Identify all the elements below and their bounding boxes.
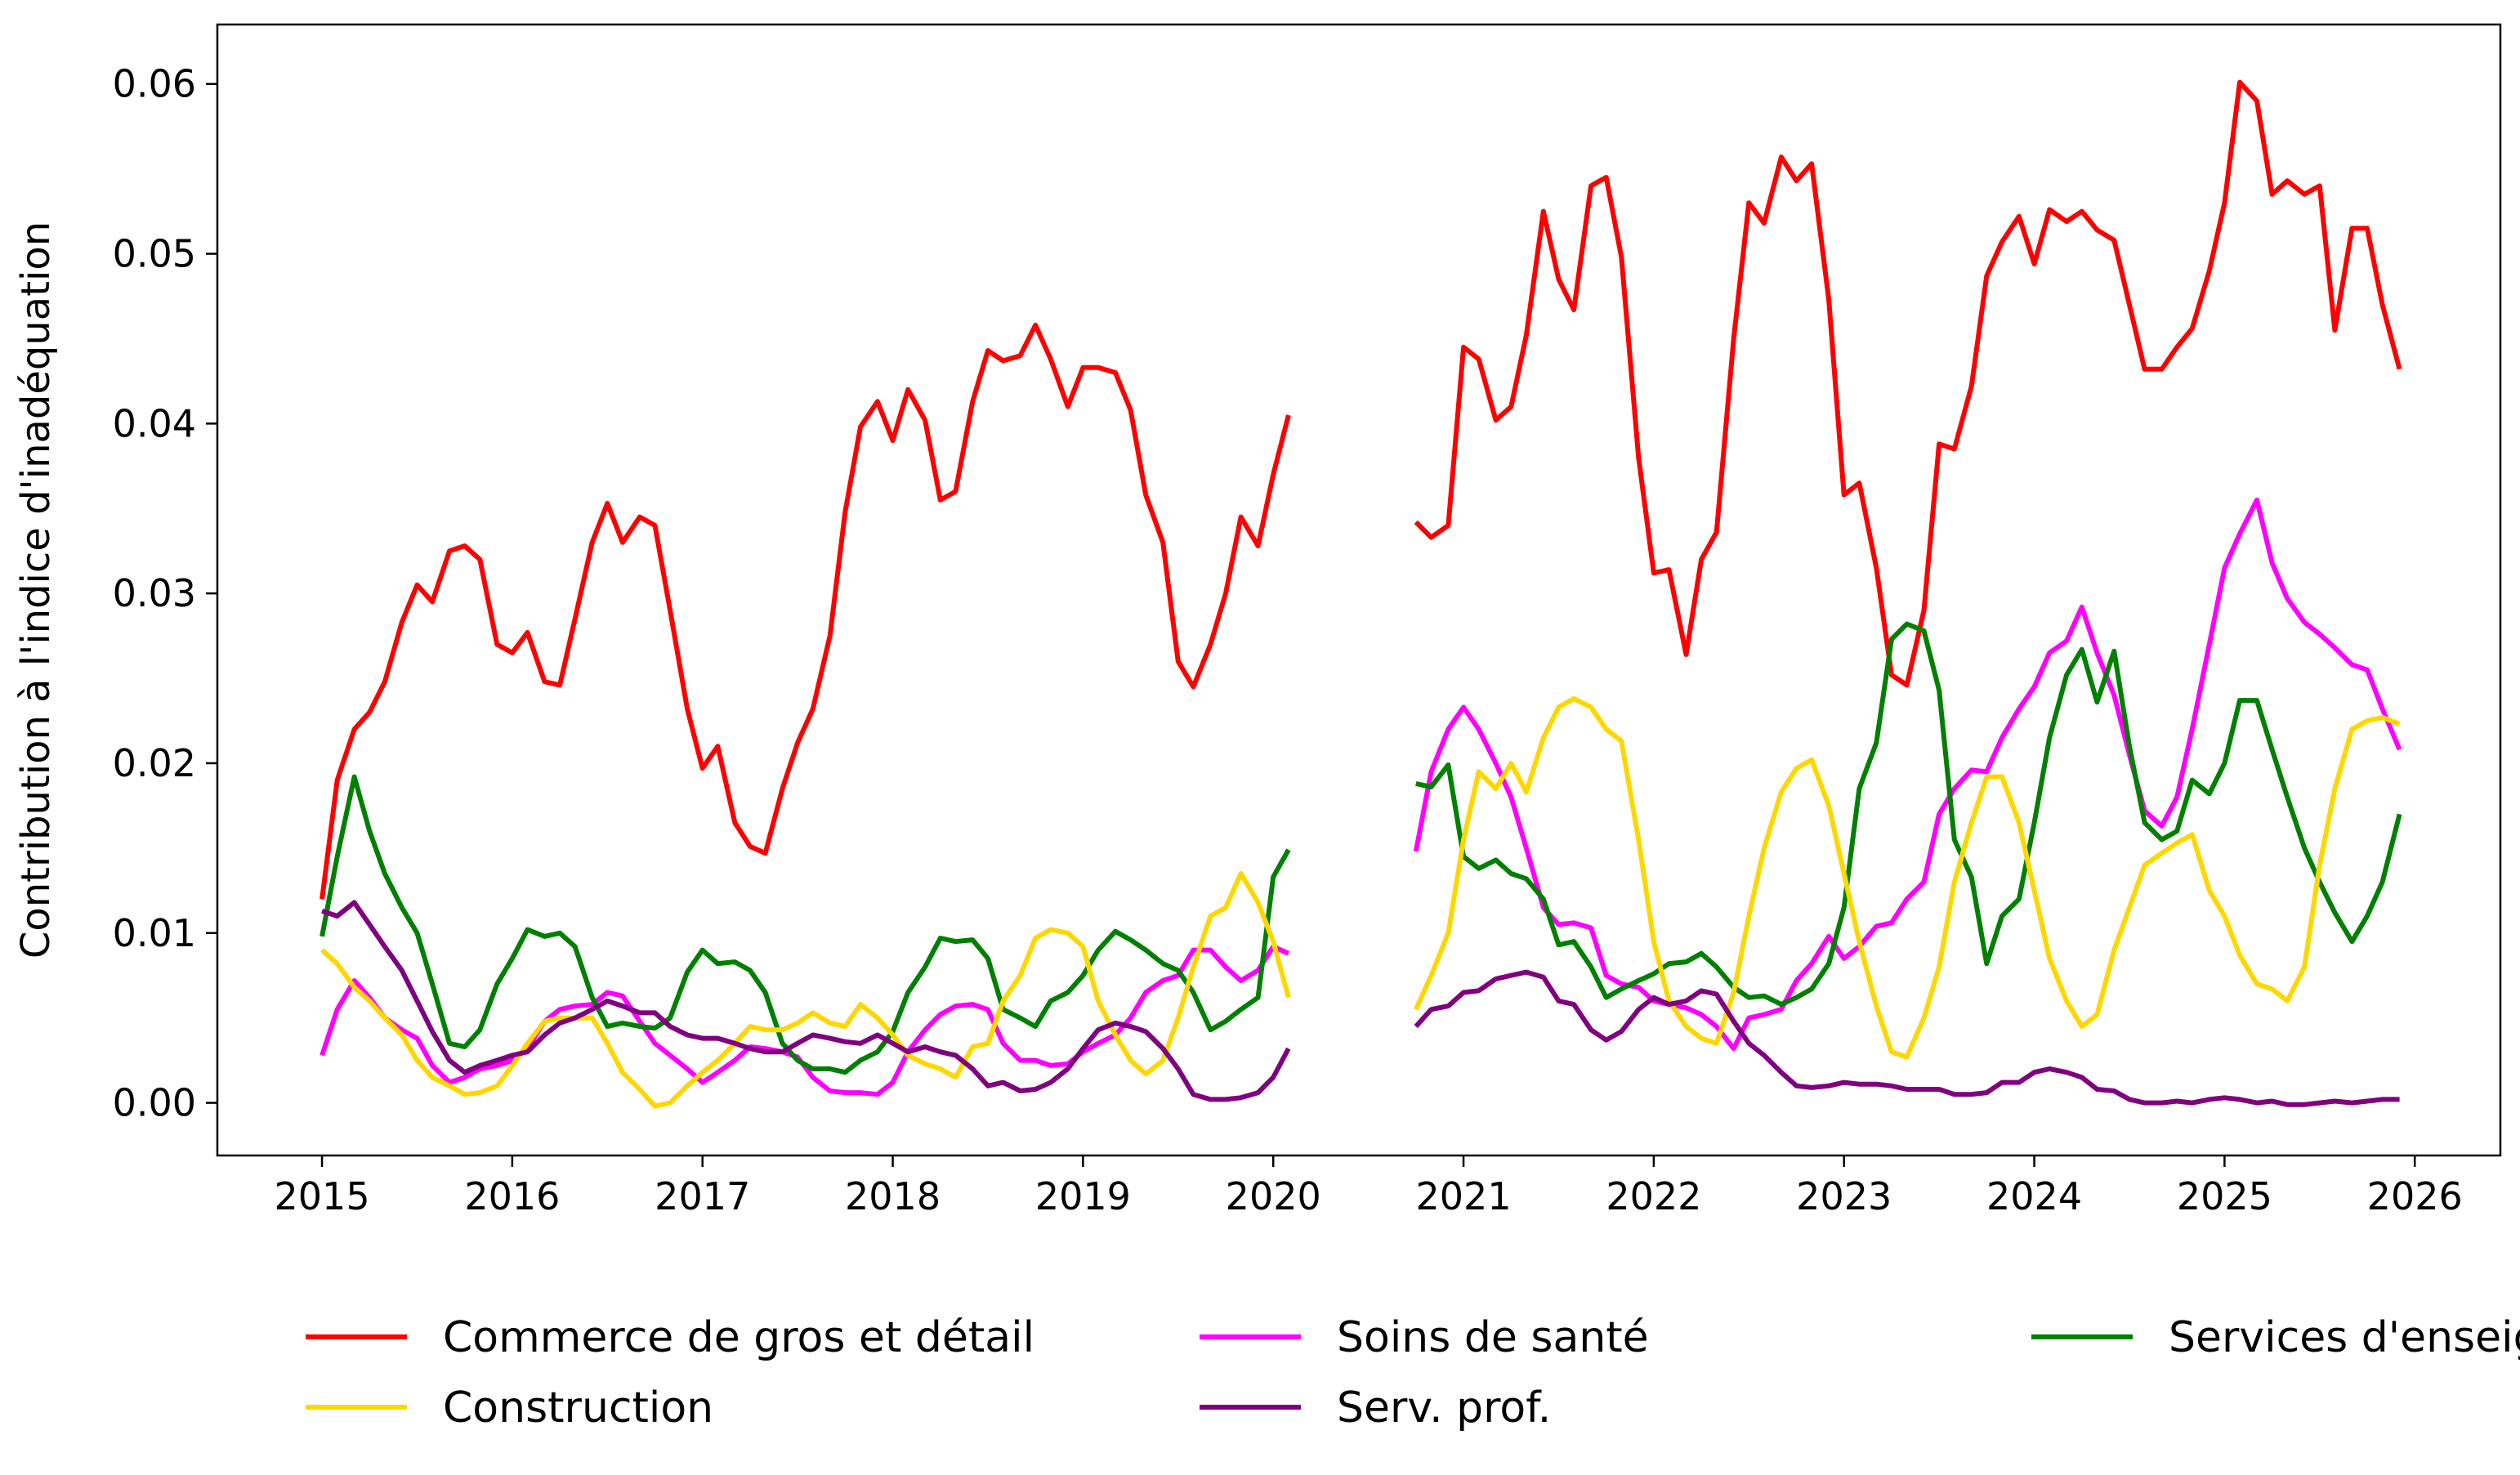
plot-frame [216, 23, 2502, 1157]
legend-label: Commerce de gros et détail [443, 1313, 1034, 1362]
y-tick-label: 0.04 [113, 401, 196, 445]
legend-label: Services d'enseignement [2169, 1313, 2520, 1362]
series-line-4-segment-0 [321, 900, 1291, 1102]
x-axis: 2015 2016 2017 2018 2019 2020 2021 2022 2023 2024… [275, 1155, 2463, 1218]
x-tick-label: 2019 [1035, 1174, 1131, 1218]
x-tick-label: 2015 [275, 1174, 370, 1218]
legend: Commerce de gros et détail Soins de santé… [306, 1313, 2520, 1433]
series-line-4-segment-1 [1414, 969, 2400, 1107]
y-tick-label: 0.05 [113, 232, 196, 276]
series-line-2-segment-0 [319, 774, 1291, 1075]
x-tick-label: 2022 [1606, 1174, 1701, 1218]
x-tick-label: 2026 [2367, 1174, 2463, 1218]
x-tick-label: 2017 [655, 1174, 750, 1218]
series-line-1-segment-1 [1413, 497, 2402, 1052]
y-tick-label: 0.02 [113, 741, 196, 785]
x-tick-label: 2016 [464, 1174, 560, 1218]
legend-item: Soins de santé [1200, 1313, 1649, 1362]
legend-label: Soins de santé [1337, 1313, 1649, 1362]
x-tick-label: 2025 [2177, 1174, 2272, 1218]
series-line-0-segment-0 [319, 322, 1291, 900]
legend-item: Serv. prof. [1200, 1383, 1551, 1433]
series-line-3-segment-1 [1414, 696, 2401, 1060]
y-axis-title: Contribution à l'indice d'inadéquation [13, 221, 59, 959]
x-tick-label: 2020 [1226, 1174, 1321, 1218]
legend-item: Construction [306, 1383, 713, 1433]
y-tick-label: 0.06 [113, 62, 196, 106]
series-line-0-segment-1 [1414, 79, 2402, 688]
x-tick-label: 2021 [1416, 1174, 1512, 1218]
y-tick-label: 0.03 [113, 571, 196, 615]
legend-item: Commerce de gros et détail [306, 1313, 1034, 1362]
x-tick-label: 2018 [845, 1174, 941, 1218]
series-line-2-segment-1 [1415, 621, 2402, 1008]
legend-item: Services d'enseignement [2031, 1313, 2520, 1362]
x-tick-label: 2024 [1986, 1174, 2082, 1218]
series-line-3-segment-0 [320, 871, 1291, 1109]
x-tick-label: 2023 [1796, 1174, 1892, 1218]
plot-lines [319, 79, 2402, 1109]
y-tick-label: 0.01 [113, 911, 196, 955]
legend-label: Construction [443, 1383, 713, 1433]
y-tick-label: 0.00 [113, 1081, 196, 1125]
legend-label: Serv. prof. [1337, 1383, 1551, 1433]
y-axis: 0.00 0.01 0.02 0.03 0.04 0.05 0.06 [113, 62, 217, 1125]
